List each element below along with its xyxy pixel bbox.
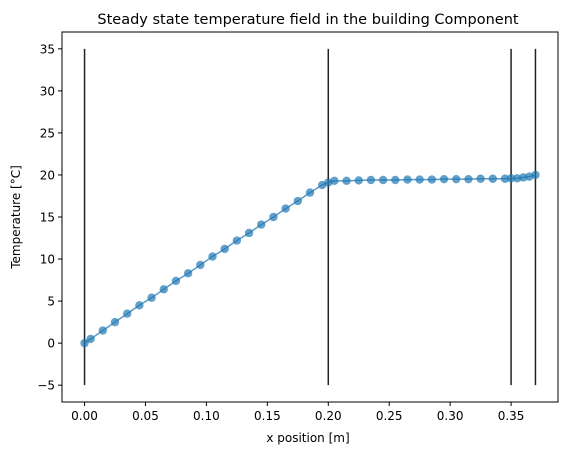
data-point	[476, 174, 485, 183]
y-tick-label: 30	[40, 84, 55, 98]
data-point	[330, 176, 339, 186]
x-axis: 0.00 0.05 0.10 0.15 0.20 0.25 0.30 0.35	[71, 402, 524, 423]
y-tick-label: 25	[40, 126, 55, 140]
x-axis-label: x position [m]	[266, 431, 349, 445]
data-point	[98, 326, 108, 335]
data-point	[488, 174, 498, 183]
data-point	[415, 175, 424, 184]
y-axis: −5 0 5 10 15 20 25 30 35	[37, 42, 62, 393]
data-point	[232, 236, 242, 245]
data-point	[378, 175, 388, 185]
y-tick-label: 10	[40, 253, 55, 267]
x-tick-label: 0.05	[132, 409, 159, 423]
data-point	[196, 260, 205, 270]
layer-boundaries	[83, 48, 537, 386]
data-point	[110, 317, 120, 327]
x-tick-label: 0.15	[254, 409, 281, 423]
data-point	[354, 176, 363, 185]
data-point	[403, 175, 412, 184]
data-point	[183, 269, 193, 278]
data-point	[208, 252, 217, 261]
temperature-series	[80, 170, 540, 348]
x-tick-label: 0.20	[315, 409, 342, 423]
x-tick-label: 0.10	[193, 409, 220, 423]
data-point	[500, 174, 510, 183]
data-point	[531, 170, 540, 180]
data-point	[342, 176, 351, 186]
data-point	[244, 228, 254, 238]
data-point	[439, 174, 449, 184]
data-point	[366, 175, 376, 185]
x-tick-label: 0.30	[437, 409, 464, 423]
data-point	[391, 175, 400, 185]
data-point	[159, 285, 168, 294]
data-point	[80, 338, 89, 348]
data-point	[220, 244, 229, 254]
data-point	[293, 196, 303, 206]
data-point	[305, 188, 315, 197]
data-point	[122, 309, 132, 318]
y-tick-label: 15	[40, 211, 55, 225]
data-point	[86, 334, 95, 344]
y-tick-label: 35	[40, 42, 55, 56]
data-point	[506, 174, 516, 183]
plot-frame	[61, 31, 559, 403]
x-tick-label: 0.25	[376, 409, 403, 423]
data-point	[281, 204, 290, 213]
y-axis-label: Temperature [°C]	[9, 165, 23, 270]
data-point	[464, 174, 473, 184]
data-point	[452, 174, 461, 184]
y-tick-label: 5	[47, 295, 55, 309]
data-point	[427, 175, 437, 184]
data-point	[171, 276, 181, 286]
y-tick-label: −5	[37, 379, 55, 393]
series-line	[84, 174, 536, 344]
x-tick-label: 0.35	[498, 409, 525, 423]
y-tick-label: 20	[40, 168, 55, 182]
data-point	[135, 301, 144, 310]
chart-title: Steady state temperature field in the bu…	[97, 12, 518, 28]
data-point	[257, 220, 266, 229]
data-point	[269, 212, 278, 222]
x-tick-label: 0.00	[71, 409, 98, 423]
y-tick-label: 0	[47, 337, 55, 351]
data-point	[147, 293, 156, 302]
